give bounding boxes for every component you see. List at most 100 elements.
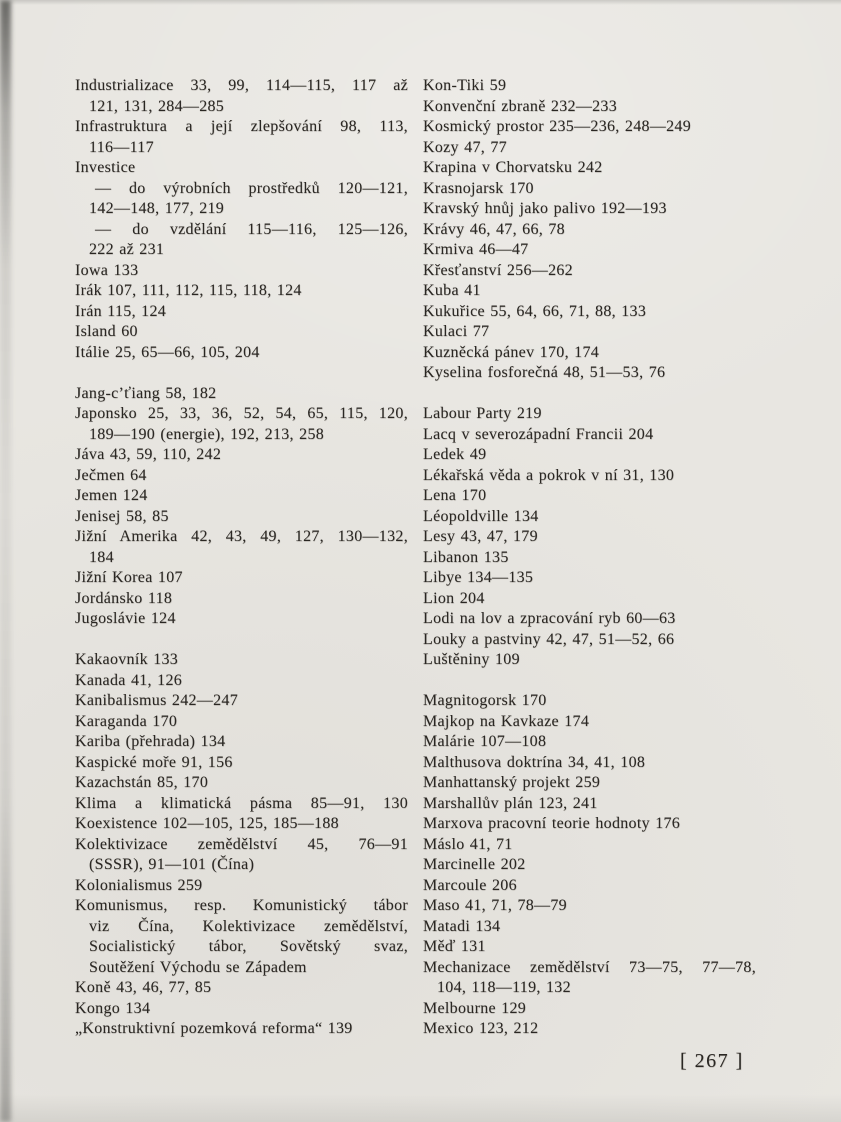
index-line: Jemen 124 [75, 487, 148, 504]
index-line: Melbourne 129 [423, 999, 527, 1017]
index-line: Kanibalismus 242—247 [75, 692, 238, 709]
index-line: Lena 170 [423, 487, 487, 504]
index-line: Lion 204 [423, 589, 485, 607]
index-line: Irák 107, 111, 112, 115, 118, 124 [75, 282, 302, 299]
index-line: Karaganda 170 [75, 712, 178, 730]
index-line: Island 60 [75, 323, 138, 340]
index-line: 104, 118—119, 132 [437, 979, 571, 996]
index-line: Léopoldville 134 [423, 507, 539, 525]
index-line: Kuba 41 [423, 282, 481, 299]
index-line: Kanada 41, 126 [75, 671, 183, 689]
index-line: Kozy 47, 77 [423, 138, 507, 156]
index-line: Irán 115, 124 [75, 302, 167, 320]
index-line: Komunismus, resp. Komunistický tábor [75, 897, 408, 914]
index-line: Kulaci 77 [423, 323, 490, 340]
index-line: Marcinelle 202 [423, 856, 526, 873]
scan-shadow-bottom [0, 1094, 841, 1122]
index-line: Krávy 46, 47, 66, 78 [423, 220, 565, 238]
index-line: Kukuřice 55, 64, 66, 71, 88, 133 [423, 302, 647, 320]
index-line: Ječmen 64 [75, 466, 147, 484]
index-gap [423, 384, 756, 405]
index-line: Infrastruktura a její zlepšování 98, 113… [75, 118, 408, 135]
index-line: Mexico 123, 212 [423, 1020, 539, 1037]
index-line: — do vzdělání 115—116, 125—126, [95, 220, 408, 238]
index-line: Krmiva 46—47 [423, 241, 529, 258]
index-line: Měď 131 [423, 938, 486, 955]
index-line: Kongo 134 [75, 999, 151, 1017]
index-line: Maso 41, 71, 78—79 [423, 897, 567, 914]
index-line: 121, 131, 284—285 [89, 97, 225, 115]
index-line: 116—117 [89, 138, 154, 156]
index-gap [423, 671, 756, 692]
index-line: Luštěniny 109 [423, 651, 520, 668]
index-line: Magnitogorsk 170 [423, 692, 547, 709]
index-line: Lodi na lov a zpracování ryb 60—63 [423, 610, 676, 627]
index-line: 142—148, 177, 219 [89, 200, 225, 217]
index-line: viz Čína, Kolektivizace zemědělství, [89, 917, 408, 935]
index-gap [75, 363, 408, 384]
index-line: Matadi 134 [423, 917, 501, 935]
index-line: Kakaovník 133 [75, 651, 179, 668]
index-line: Kolektivizace zemědělství 45, 76—91 [75, 835, 408, 853]
index-line: Klima a klimatická pásma 85—91, 130 [75, 794, 408, 812]
index-line: Jenisej 58, 85 [75, 507, 169, 525]
index-line: Marshallův plán 123, 241 [423, 794, 598, 812]
index-line: Kuzněcká pánev 170, 174 [423, 343, 600, 361]
index-line: Louky a pastviny 42, 47, 51—52, 66 [423, 630, 675, 648]
index-line: Kolonialismus 259 [75, 876, 203, 894]
index-line: Kosmický prostor 235—236, 248—249 [423, 118, 692, 135]
index-column-left: Industrializace 33, 99, 114—115, 117 až 1… [75, 76, 408, 1040]
index-line: 189—190 (energie), 192, 213, 258 [89, 425, 325, 443]
index-line: Jang-c’ťiang 58, 182 [75, 384, 217, 402]
index-line: Marcoule 206 [423, 876, 517, 894]
index-line: Krapina v Chorvatsku 242 [423, 159, 603, 176]
index-line: Jordánsko 118 [75, 589, 173, 607]
index-line: Koexistence 102—105, 125, 185—188 [75, 815, 339, 832]
index-line: — do výrobních prostředků 120—121, [95, 179, 408, 197]
index-line: Libanon 135 [423, 548, 509, 566]
page-number: [ 267 ] [680, 1050, 744, 1072]
index-line: Jižní Amerika 42, 43, 49, 127, 130—132, [75, 528, 408, 545]
index-line: Lacq v severozápadní Francii 204 [423, 425, 654, 443]
index-line: Malthusova doktrína 34, 41, 108 [423, 753, 646, 771]
index-line: Ledek 49 [423, 446, 487, 463]
index-line: Jugoslávie 124 [75, 610, 176, 627]
index-line: Kravský hnůj jako palivo 192—193 [423, 200, 667, 217]
index-line: Soutěžení Východu se Západem [89, 958, 307, 976]
index-line: Lékařská věda a pokrok v ní 31, 130 [423, 466, 675, 484]
index-line: Kyselina fosforečná 48, 51—53, 76 [423, 364, 666, 381]
index-line: Kon-Tiki 59 [423, 77, 507, 94]
scan-shadow-left [0, 0, 11, 1122]
index-line: 222 až 231 [89, 241, 165, 258]
scan-shadow-top [0, 0, 841, 5]
index-line: Konvenční zbraně 232—233 [423, 97, 618, 115]
index-line: Krasnojarsk 170 [423, 179, 534, 197]
index-gap [75, 630, 408, 651]
index-line: Kaspické moře 91, 156 [75, 753, 233, 771]
index-line: Malárie 107—108 [423, 733, 547, 750]
index-line: Manhattanský projekt 259 [423, 774, 601, 791]
index-line: Industrializace 33, 99, 114—115, 117 až [75, 77, 408, 94]
index-column-right: Kon-Tiki 59 Konvenční zbraně 232—233 Kosmi… [423, 76, 756, 1040]
index-line: Marxova pracovní teorie hodnoty 176 [423, 815, 681, 832]
index-line: Máslo 41, 71 [423, 835, 513, 853]
index-line: Japonsko 25, 33, 36, 52, 54, 65, 115, 12… [75, 405, 408, 422]
index-line: Kariba (přehrada) 134 [75, 733, 226, 750]
index-line: Mechanizace zemědělství 73—75, 77—78, [423, 958, 756, 976]
index-line: „Konstruktivní pozemková reforma“ 139 [75, 1020, 353, 1037]
index-line: (SSSR), 91—101 (Čína) [89, 856, 255, 873]
index-line: Majkop na Kavkaze 174 [423, 712, 590, 730]
index-line: Labour Party 219 [423, 405, 542, 422]
index-line: Jáva 43, 59, 110, 242 [75, 446, 222, 463]
index-line: Kazachstán 85, 170 [75, 774, 209, 791]
index-line: Iowa 133 [75, 261, 139, 279]
index-line: Křesťanství 256—262 [423, 261, 573, 279]
index-line: Investice [75, 159, 136, 176]
index-line: Libye 134—135 [423, 569, 534, 586]
index-line: Itálie 25, 65—66, 105, 204 [75, 343, 260, 361]
index-line: Socialistický tábor, Sovětský svaz, [89, 938, 408, 955]
index-line: Jižní Korea 107 [75, 569, 183, 586]
index-line: Koně 43, 46, 77, 85 [75, 979, 212, 996]
index-line: 184 [89, 548, 114, 566]
